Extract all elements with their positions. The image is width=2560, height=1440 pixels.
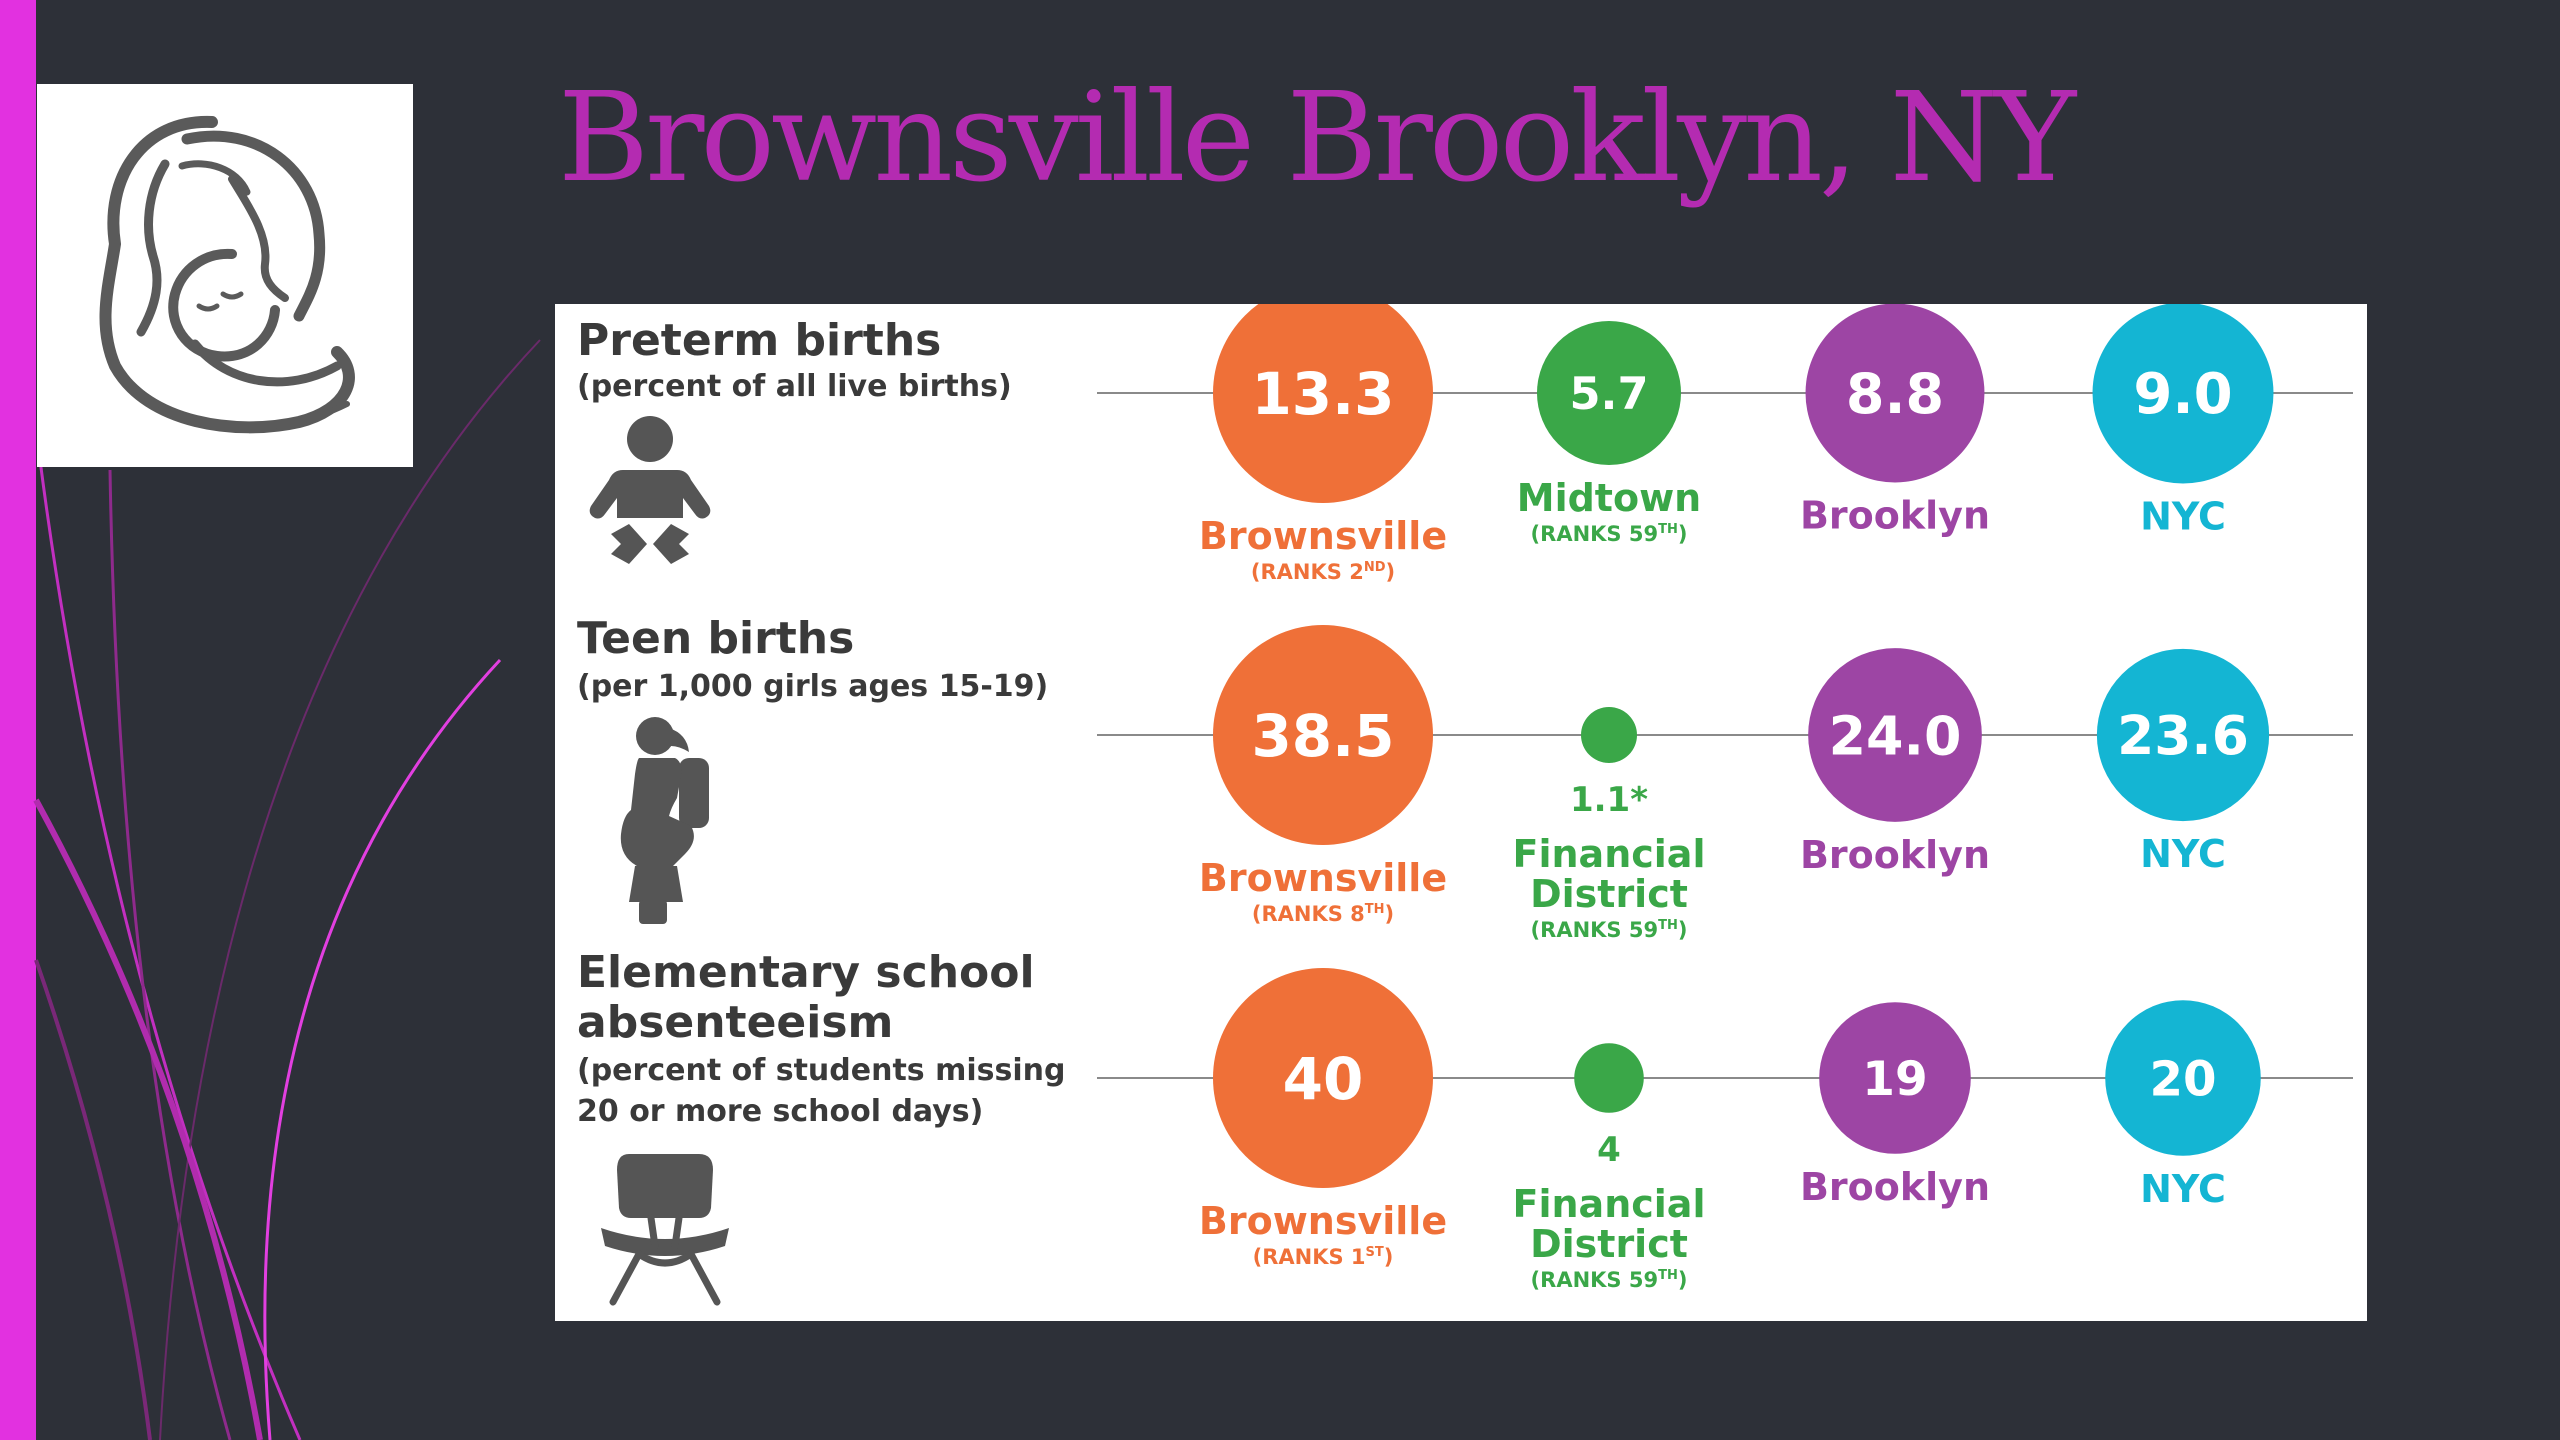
rank-label: (RANKS 8TH) [1252, 902, 1394, 926]
value-label: 24.0 [1829, 704, 1962, 767]
school-chair-icon [601, 1154, 729, 1306]
value-label: 1.1* [1570, 780, 1648, 820]
value-label: 9.0 [2133, 362, 2232, 427]
area-label: Brownsville [1199, 1199, 1447, 1243]
area-label: NYC [2140, 494, 2226, 538]
bubble-brooklyn [1808, 648, 1982, 822]
bubble-financial-district [1574, 1043, 1644, 1113]
rank-label: (RANKS 59TH) [1531, 1268, 1688, 1292]
area-label: Financial [1513, 1182, 1706, 1226]
row-title-teen: Teen births [577, 613, 855, 664]
value-label: 38.5 [1251, 702, 1394, 770]
area-label: Brownsville [1199, 856, 1447, 900]
school-chair-icon-box [599, 1150, 731, 1306]
row-title-preterm: Preterm births [577, 315, 942, 366]
area-label: NYC [2140, 832, 2226, 876]
baby-icon [589, 416, 711, 564]
value-label: 8.8 [1846, 363, 1944, 427]
bubble-nyc [2096, 648, 2270, 822]
slide-title: Brownsville Brooklyn, NY [558, 66, 2076, 210]
area-label: Brownsville [1199, 514, 1447, 558]
value-label: 13.3 [1251, 360, 1394, 428]
row-subtitle-absenteeism-2: 20 or more school days) [577, 1094, 984, 1129]
bubble-nyc [2105, 1000, 2261, 1156]
pregnant-teen-icon [620, 717, 709, 924]
row-subtitle-preterm: (percent of all live births) [577, 369, 1012, 404]
bubble-nyc [2092, 304, 2274, 484]
pregnant-teen-icon-box [609, 716, 721, 926]
row-subtitle-absenteeism-1: (percent of students missing [577, 1053, 1066, 1088]
row-title-absenteeism-1: Elementary school [577, 947, 1035, 998]
row-title-absenteeism-2: absenteeism [577, 997, 894, 1048]
area-label: Midtown [1517, 476, 1701, 520]
bubble-brownsville [1213, 304, 1433, 503]
area-label: Financial [1513, 832, 1706, 876]
bubble-brownsville [1213, 968, 1433, 1188]
area-label: Brooklyn [1800, 493, 1990, 537]
rank-label: (RANKS 1ST) [1253, 1245, 1394, 1269]
area-label: District [1530, 872, 1688, 916]
area-label: District [1530, 1222, 1688, 1266]
value-label: 19 [1862, 1052, 1927, 1107]
value-label: 4 [1597, 1130, 1621, 1170]
logo [37, 84, 413, 467]
area-label: NYC [2140, 1167, 2226, 1211]
value-label: 5.7 [1569, 368, 1648, 420]
value-label: 23.6 [2117, 704, 2249, 767]
bubble-financial-district [1581, 707, 1637, 763]
row-subtitle-teen: (per 1,000 girls ages 15-19) [577, 669, 1049, 704]
decorative-lines [33, 339, 541, 1440]
rank-label: (RANKS 59TH) [1531, 918, 1688, 942]
value-label: 20 [2149, 1051, 2216, 1107]
area-label: Brooklyn [1800, 833, 1990, 877]
bubble-midtown [1536, 320, 1682, 466]
rank-label: (RANKS 59TH) [1531, 522, 1688, 546]
area-label: Brooklyn [1800, 1165, 1990, 1209]
bubble-brooklyn [1819, 1002, 1971, 1154]
accent-bar [0, 0, 36, 1440]
value-label: 40 [1283, 1045, 1364, 1113]
baby-icon-box [585, 414, 715, 566]
bubble-brownsville [1213, 625, 1433, 845]
bubble-brooklyn [1805, 304, 1985, 483]
chart-panel: 13.3 Brownsville (RANKS 2ND) 5.7 Midtown (RAN… [555, 304, 2367, 1321]
rank-label: (RANKS 2ND) [1251, 560, 1395, 584]
mother-and-baby-icon [99, 115, 355, 434]
